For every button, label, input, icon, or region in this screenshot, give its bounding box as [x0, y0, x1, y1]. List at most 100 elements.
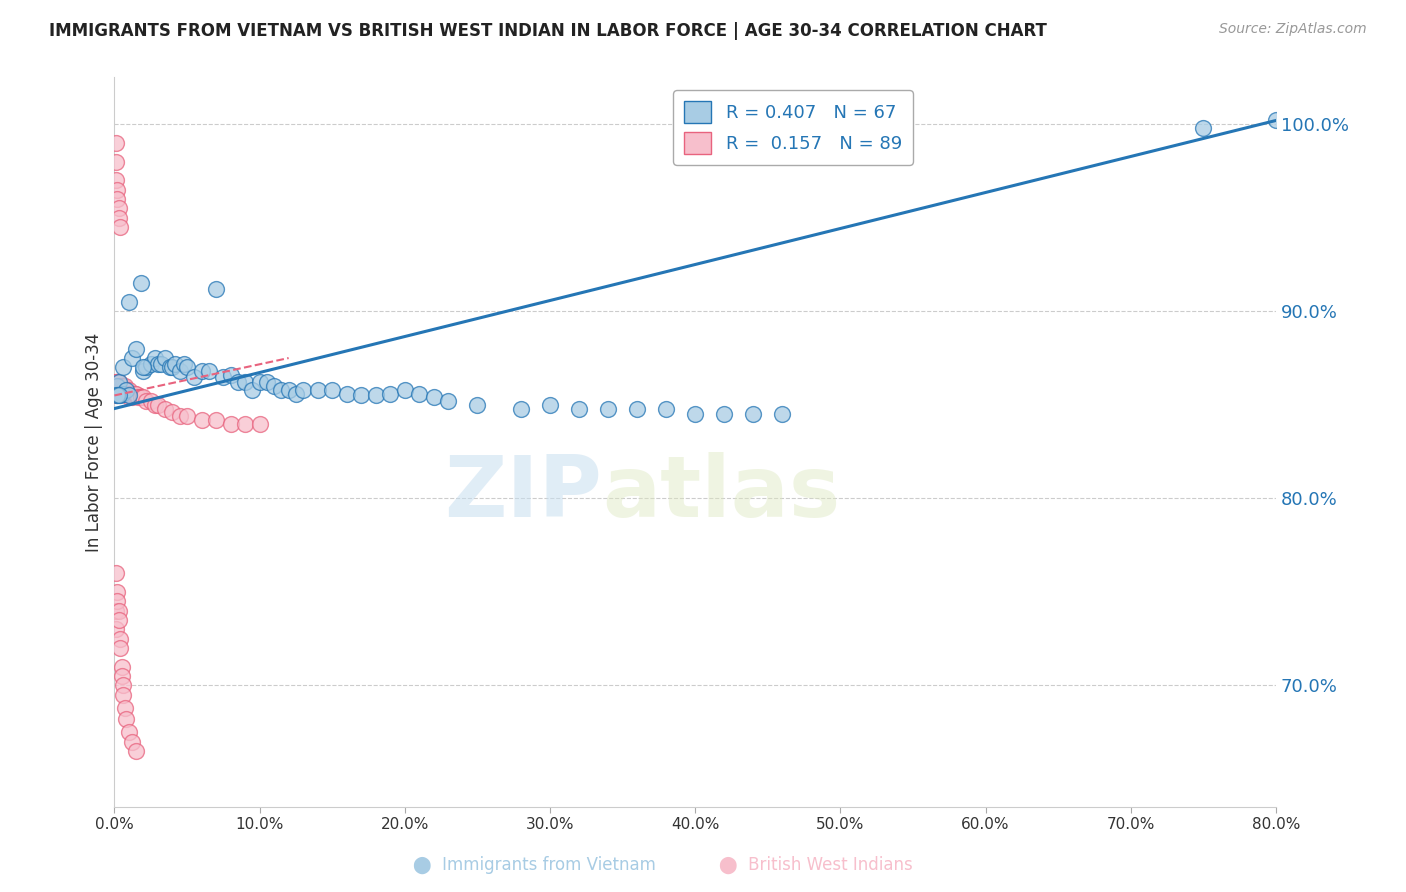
Point: [321, 383, 343, 397]
Point: [118, 388, 141, 402]
Point: [176, 360, 198, 375]
Text: Source: ZipAtlas.com: Source: ZipAtlas.com: [1219, 22, 1367, 37]
Point: [212, 369, 235, 384]
Point: [162, 360, 184, 375]
Point: [104, 384, 127, 399]
Point: [110, 386, 132, 401]
Text: ⬤  Immigrants from Vietnam: ⬤ Immigrants from Vietnam: [413, 855, 655, 874]
Point: [169, 364, 191, 378]
Point: [111, 659, 134, 673]
Point: [104, 379, 127, 393]
Point: [742, 407, 765, 421]
Point: [135, 394, 157, 409]
Text: ⬤  British West Indians: ⬤ British West Indians: [718, 855, 912, 874]
Point: [118, 386, 141, 401]
Point: [121, 390, 143, 404]
Point: [104, 384, 127, 399]
Y-axis label: In Labor Force | Age 30-34: In Labor Force | Age 30-34: [86, 333, 103, 552]
Legend: R = 0.407   N = 67, R =  0.157   N = 89: R = 0.407 N = 67, R = 0.157 N = 89: [673, 90, 912, 165]
Point: [197, 364, 219, 378]
Point: [132, 390, 155, 404]
Point: [270, 383, 292, 397]
Point: [132, 364, 155, 378]
Point: [107, 388, 129, 402]
Point: [121, 351, 143, 365]
Point: [125, 744, 148, 758]
Point: [105, 383, 128, 397]
Point: [105, 183, 128, 197]
Point: [115, 383, 138, 397]
Point: [350, 388, 373, 402]
Point: [112, 678, 135, 692]
Point: [190, 364, 212, 378]
Point: [112, 360, 135, 375]
Point: [380, 386, 402, 401]
Point: [205, 413, 228, 427]
Point: [114, 701, 136, 715]
Point: [292, 383, 315, 397]
Point: [121, 734, 143, 748]
Point: [683, 407, 706, 421]
Point: [104, 136, 127, 150]
Point: [107, 376, 129, 390]
Point: [394, 383, 416, 397]
Point: [205, 282, 228, 296]
Point: [105, 379, 128, 393]
Point: [104, 154, 127, 169]
Point: [162, 405, 184, 419]
Point: [118, 725, 141, 739]
Point: [249, 417, 271, 431]
Point: [713, 407, 735, 421]
Text: IMMIGRANTS FROM VIETNAM VS BRITISH WEST INDIAN IN LABOR FORCE | AGE 30-34 CORREL: IMMIGRANTS FROM VIETNAM VS BRITISH WEST …: [49, 22, 1047, 40]
Point: [118, 383, 141, 397]
Point: [219, 368, 242, 382]
Point: [190, 413, 212, 427]
Point: [770, 407, 793, 421]
Point: [146, 357, 169, 371]
Point: [104, 603, 127, 617]
Point: [146, 398, 169, 412]
Point: [111, 383, 134, 397]
Point: [117, 386, 139, 401]
Point: [104, 388, 127, 402]
Point: [165, 357, 187, 371]
Point: [129, 390, 152, 404]
Point: [104, 173, 127, 187]
Point: [510, 401, 533, 416]
Point: [112, 379, 135, 393]
Point: [467, 398, 489, 412]
Point: [107, 379, 129, 393]
Point: [155, 401, 177, 416]
Point: [112, 383, 135, 397]
Point: [124, 386, 146, 401]
Text: ZIP: ZIP: [444, 451, 602, 535]
Point: [135, 360, 157, 375]
Point: [111, 386, 134, 401]
Point: [110, 388, 132, 402]
Point: [107, 376, 129, 390]
Point: [105, 388, 128, 402]
Point: [110, 640, 132, 655]
Point: [104, 376, 127, 390]
Point: [437, 394, 460, 409]
Point: [114, 386, 136, 401]
Point: [155, 351, 177, 365]
Point: [105, 376, 128, 390]
Point: [104, 622, 127, 636]
Point: [139, 357, 162, 371]
Point: [568, 401, 591, 416]
Point: [307, 383, 329, 397]
Point: [219, 417, 242, 431]
Point: [104, 376, 127, 390]
Point: [143, 351, 166, 365]
Point: [105, 376, 128, 390]
Point: [110, 632, 132, 646]
Point: [105, 388, 128, 402]
Point: [105, 383, 128, 397]
Point: [114, 383, 136, 397]
Point: [125, 342, 148, 356]
Point: [263, 379, 285, 393]
Point: [107, 383, 129, 397]
Point: [105, 379, 128, 393]
Point: [159, 360, 181, 375]
